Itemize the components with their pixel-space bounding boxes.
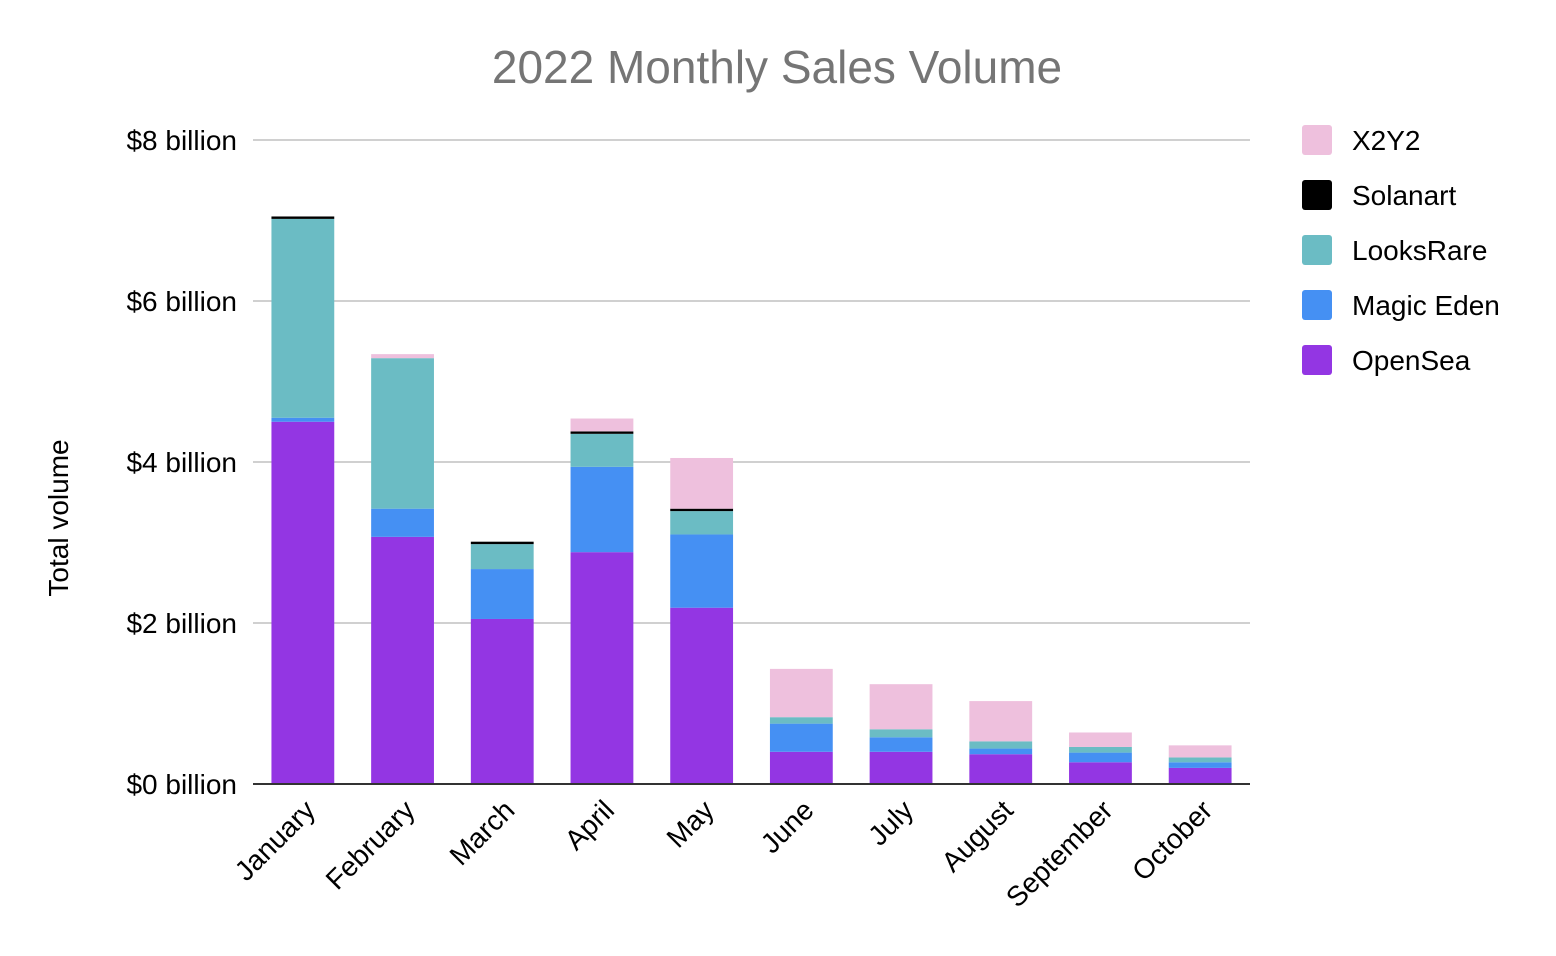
bar-segment-x2y2 bbox=[570, 418, 634, 432]
x-tick-label: August bbox=[935, 794, 1019, 878]
x-tick-label: February bbox=[320, 794, 421, 895]
bar-segment-x2y2 bbox=[1168, 745, 1232, 758]
bar-segment-magic-eden bbox=[1069, 752, 1132, 763]
bar-segment-opensea bbox=[470, 618, 534, 784]
bar-segment-looksrare bbox=[670, 511, 734, 535]
legend-label: Solanart bbox=[1352, 180, 1457, 211]
legend-label: OpenSea bbox=[1352, 345, 1471, 376]
bar-segment-solanart bbox=[470, 541, 534, 545]
bar-segment-magic-eden bbox=[470, 569, 534, 619]
x-tick-label: September bbox=[1000, 794, 1119, 913]
legend-item: Solanart bbox=[1302, 180, 1457, 211]
bar-segment-opensea bbox=[969, 754, 1033, 784]
x-tick-label: July bbox=[862, 794, 919, 851]
bar-segment-opensea bbox=[1069, 762, 1132, 784]
y-tick-label: $4 billion bbox=[126, 447, 237, 478]
legend-swatch bbox=[1302, 180, 1332, 210]
x-tick-label: June bbox=[755, 794, 820, 859]
bar-segment-opensea bbox=[769, 751, 833, 784]
bar-segment-magic-eden bbox=[1168, 762, 1232, 768]
legend-swatch bbox=[1302, 125, 1332, 155]
bar-segment-magic-eden bbox=[371, 508, 434, 537]
bar-stack bbox=[371, 354, 434, 784]
chart-title: 2022 Monthly Sales Volume bbox=[492, 41, 1062, 93]
legend-item: OpenSea bbox=[1302, 345, 1471, 376]
y-tick-label: $6 billion bbox=[126, 286, 237, 317]
y-tick-label: $8 billion bbox=[126, 125, 237, 156]
bar-segment-x2y2 bbox=[371, 354, 434, 359]
bar-segment-magic-eden bbox=[670, 534, 734, 608]
bar-segment-solanart bbox=[570, 431, 634, 434]
bar-segment-magic-eden bbox=[969, 748, 1033, 755]
bar-segment-opensea bbox=[271, 421, 335, 784]
x-tick-label: April bbox=[559, 794, 621, 856]
y-axis-ticks: $0 billion $2 billion $4 billion $6 billion… bbox=[126, 125, 237, 800]
bar-segment-opensea bbox=[371, 536, 434, 784]
legend-swatch bbox=[1302, 235, 1332, 265]
bar-segment-solanart bbox=[670, 508, 734, 512]
legend-swatch bbox=[1302, 345, 1332, 375]
bar-segment-x2y2 bbox=[869, 684, 933, 730]
y-tick-label: $0 billion bbox=[126, 769, 237, 800]
legend-item: LooksRare bbox=[1302, 235, 1487, 266]
legend-item: Magic Eden bbox=[1302, 290, 1500, 321]
bar-segment-opensea bbox=[1168, 767, 1232, 784]
x-tick-label: May bbox=[661, 794, 720, 853]
legend-label: Magic Eden bbox=[1352, 290, 1500, 321]
bar-segment-opensea bbox=[670, 607, 734, 784]
x-tick-label: January bbox=[229, 794, 321, 886]
bar-stack bbox=[570, 418, 634, 784]
bar-stack bbox=[271, 216, 335, 784]
bar-segment-x2y2 bbox=[670, 457, 734, 509]
bar-segment-looksrare bbox=[570, 433, 634, 467]
bar-segment-solanart bbox=[271, 216, 335, 219]
bar-segment-x2y2 bbox=[969, 701, 1033, 742]
bar-segment-magic-eden bbox=[869, 737, 933, 752]
bar-stack bbox=[670, 457, 734, 784]
y-tick-label: $2 billion bbox=[126, 608, 237, 639]
bar-stack bbox=[1168, 745, 1232, 784]
bar-stack bbox=[969, 701, 1033, 784]
bar-stack bbox=[869, 684, 933, 784]
bar-segment-looksrare bbox=[470, 544, 534, 570]
bar-segment-x2y2 bbox=[1069, 732, 1132, 747]
bar-segment-looksrare bbox=[869, 729, 933, 738]
legend-label: X2Y2 bbox=[1352, 125, 1421, 156]
legend: X2Y2 Solanart LooksRare Magic Eden OpenSea bbox=[1302, 125, 1500, 376]
legend-swatch bbox=[1302, 290, 1332, 320]
bar-segment-opensea bbox=[869, 751, 933, 784]
bar-segment-looksrare bbox=[371, 358, 434, 509]
x-tick-label: March bbox=[444, 794, 521, 871]
bar-stack bbox=[1069, 732, 1132, 784]
bar-segment-magic-eden bbox=[769, 723, 833, 752]
bar-segment-magic-eden bbox=[271, 417, 335, 422]
y-axis-label: Total volume bbox=[43, 439, 74, 596]
bar-segment-x2y2 bbox=[769, 668, 833, 718]
bar-segment-looksrare bbox=[1168, 757, 1232, 763]
bar-segment-looksrare bbox=[1069, 746, 1132, 753]
bar-segment-opensea bbox=[570, 552, 634, 784]
bar-segment-looksrare bbox=[969, 741, 1033, 749]
bars bbox=[271, 216, 1232, 784]
bar-stack bbox=[769, 668, 833, 784]
legend-item: X2Y2 bbox=[1302, 125, 1421, 156]
bar-stack bbox=[470, 541, 534, 784]
x-tick-label: October bbox=[1126, 794, 1218, 886]
bar-segment-looksrare bbox=[271, 218, 335, 418]
bar-segment-magic-eden bbox=[570, 466, 634, 553]
legend-label: LooksRare bbox=[1352, 235, 1487, 266]
bar-segment-looksrare bbox=[769, 717, 833, 724]
